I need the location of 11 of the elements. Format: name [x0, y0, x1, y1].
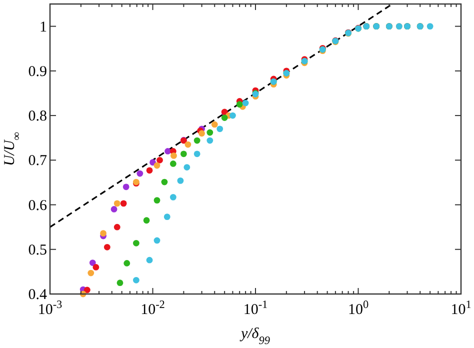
y-tick-label: 0.9 — [28, 64, 47, 80]
y-tick-label: 1 — [40, 19, 47, 36]
y-tick-label: 0.5 — [28, 242, 47, 258]
x-tick-label: 10$^{-1}$ — [243, 299, 268, 318]
y-tick-label: 0.7 — [28, 153, 48, 170]
y-tick-label: 0.6 — [28, 198, 48, 214]
y-tick-label: 0.8 — [28, 108, 47, 125]
x-tick-label: 10$^{-2}$ — [140, 299, 165, 318]
x-tick-label: 10$^{0}$ — [348, 299, 369, 318]
x-tick-label: 10$^{1}$ — [450, 299, 472, 318]
x-axis-title: y/δ$_{99}$ — [238, 326, 270, 347]
